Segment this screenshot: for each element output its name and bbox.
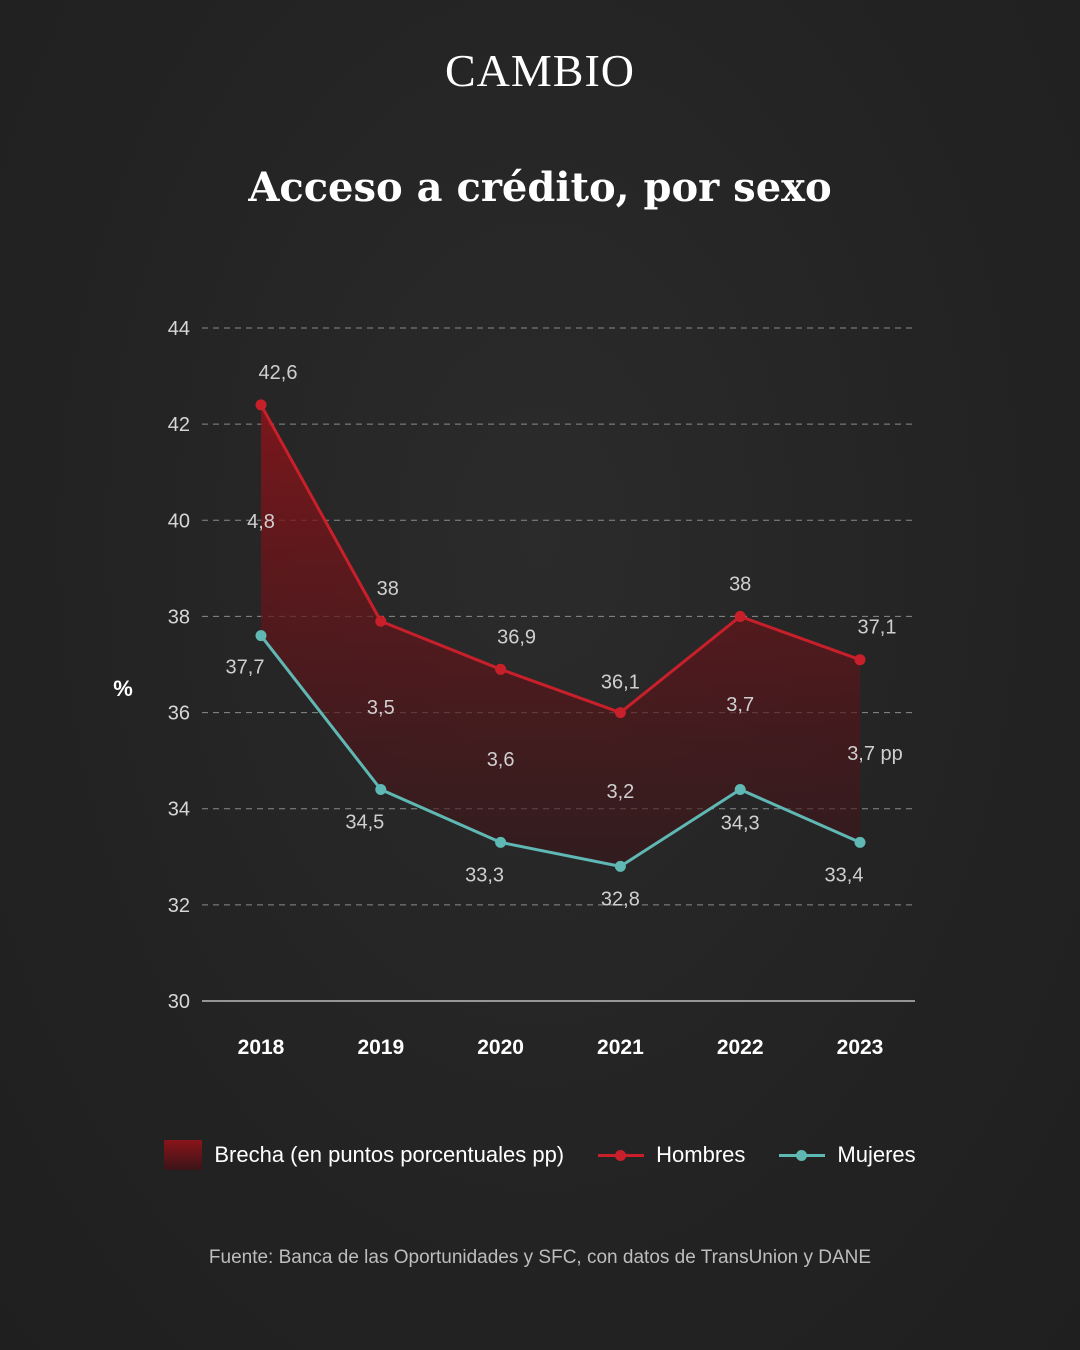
series-lines-layer <box>259 404 861 868</box>
data-label-hombres: 36,9 <box>497 626 536 648</box>
y-tick-label: 36 <box>168 703 190 725</box>
legend-item-mujeres: Mujeres <box>779 1142 916 1168</box>
data-label-mujeres: 34,3 <box>721 812 760 834</box>
y-tick-label: 44 <box>168 318 190 340</box>
mujeres-line-icon <box>779 1149 826 1161</box>
data-label-brecha: 3,7 <box>726 694 754 716</box>
data-label-brecha: 3,6 <box>487 749 515 771</box>
x-tick-label: 2019 <box>357 1036 404 1059</box>
gap-area-layer <box>261 404 860 867</box>
brecha-swatch-icon <box>164 1140 203 1170</box>
hombres-line-icon <box>598 1149 645 1161</box>
data-label-mujeres: 33,4 <box>825 864 864 886</box>
data-point-mujeres <box>255 630 267 642</box>
x-tick-label: 2018 <box>238 1036 285 1059</box>
data-point-hombres <box>495 663 507 675</box>
data-point-mujeres <box>854 836 866 848</box>
y-tick-label: 38 <box>168 606 190 628</box>
data-label-brecha: 3,5 <box>367 697 395 719</box>
data-point-hombres <box>614 707 626 719</box>
data-labels-layer: 42,6 38 36,9 36,1 38 37,1 37,7 34,5 33,3 32,8 34,3… <box>226 362 903 910</box>
x-tick-label: 2023 <box>837 1036 884 1059</box>
legend-item-hombres: Hombres <box>598 1142 745 1168</box>
gap-area <box>261 404 860 867</box>
data-point-mujeres <box>734 783 746 795</box>
data-label-brecha: 3,7 pp <box>847 743 903 765</box>
data-label-brecha: 4,8 <box>247 511 275 533</box>
data-label-hombres: 37,1 <box>858 617 897 639</box>
legend-item-brecha: Brecha (en puntos porcentuales pp) <box>164 1140 564 1170</box>
data-point-hombres <box>854 654 866 666</box>
data-label-mujeres: 33,3 <box>465 864 504 886</box>
data-label-hombres: 38 <box>377 578 399 600</box>
y-tick-label: 34 <box>168 799 190 821</box>
data-label-mujeres: 37,7 <box>226 657 265 679</box>
data-label-mujeres: 32,8 <box>601 888 640 910</box>
brand-logo: CAMBIO <box>444 45 636 96</box>
y-tick-label: 32 <box>168 895 190 917</box>
y-tick-label: 42 <box>168 414 190 436</box>
x-tick-label: 2022 <box>717 1036 764 1059</box>
series-line-hombres <box>259 404 861 715</box>
data-point-hombres <box>734 610 746 622</box>
legend-label-mujeres: Mujeres <box>837 1142 916 1167</box>
y-axis-label: % <box>113 676 133 701</box>
data-point-mujeres <box>495 836 507 848</box>
data-point-mujeres <box>375 783 387 795</box>
source-note: Fuente: Banca de las Oportunidades y SFC… <box>208 1247 872 1268</box>
series-line-mujeres <box>259 634 861 868</box>
y-tick-label: 30 <box>168 991 190 1013</box>
chart-title: Acceso a crédito, por sexo <box>248 164 832 211</box>
legend-label-hombres: Hombres <box>656 1142 746 1167</box>
legend: Brecha (en puntos porcentuales pp) Hombr… <box>0 1140 1080 1170</box>
legend-label-brecha: Brecha (en puntos porcentuales pp) <box>214 1142 565 1167</box>
axis-layer: 30 32 34 36 38 40 42 44% 2018 2019 2020 2021 2022 202… <box>113 318 883 1059</box>
data-label-brecha: 3,2 <box>606 781 634 803</box>
data-label-hombres: 36,1 <box>601 672 640 694</box>
line-chart: 42,6 38 36,9 36,1 38 37,1 37,7 34,5 33,3 32,8 34,3… <box>113 318 915 1059</box>
data-label-mujeres: 34,5 <box>345 811 384 833</box>
series-points-layer <box>255 399 866 872</box>
x-tick-label: 2021 <box>597 1036 644 1059</box>
y-tick-label: 40 <box>168 510 190 532</box>
data-point-hombres <box>375 615 387 627</box>
data-label-hombres: 38 <box>729 573 751 595</box>
x-tick-label: 2020 <box>477 1036 524 1059</box>
data-point-hombres <box>255 399 267 411</box>
data-point-mujeres <box>614 860 626 872</box>
data-label-hombres: 42,6 <box>259 362 298 384</box>
